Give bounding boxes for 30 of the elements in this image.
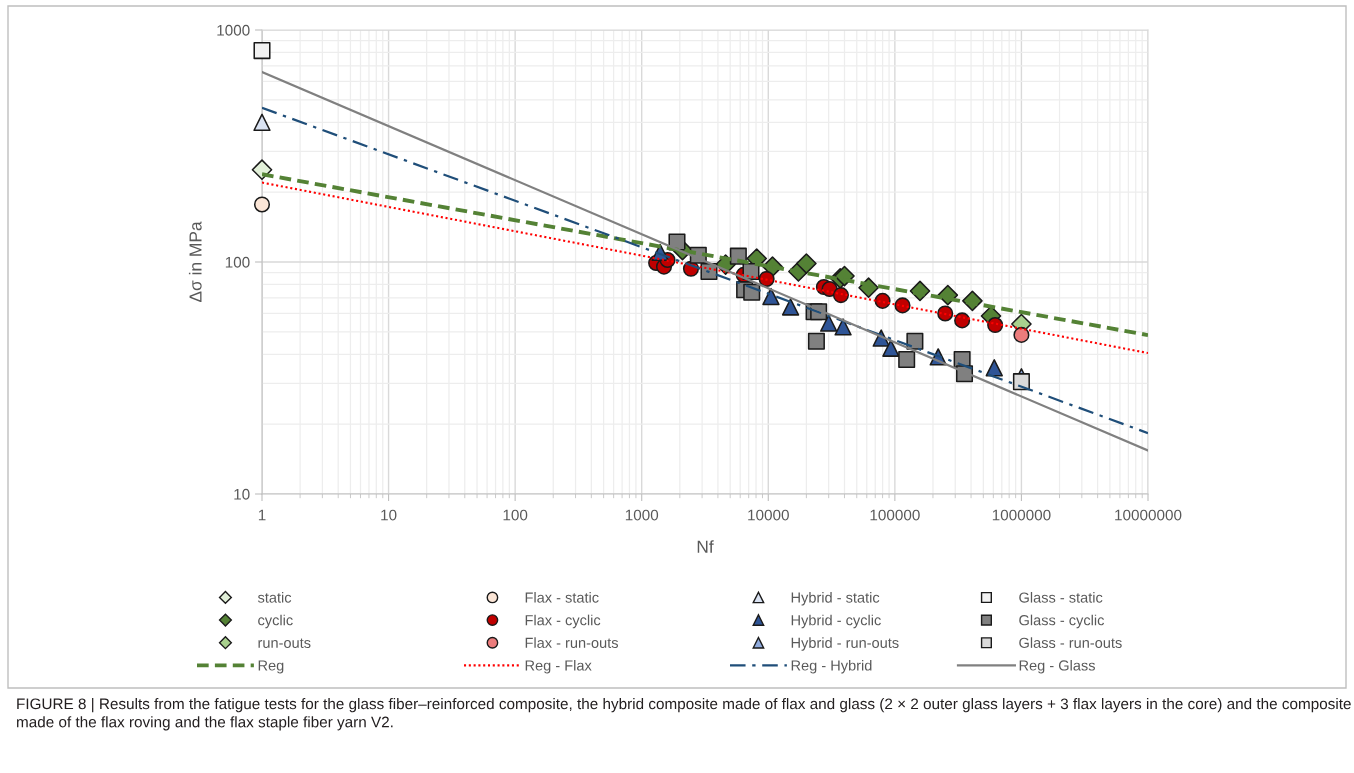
legend-label: Flax - cyclic (525, 614, 601, 629)
legend-label: Reg - Flax (525, 659, 592, 674)
legend-label: Glass - run-outs (1019, 637, 1122, 648)
legend-label: Flax - static (525, 592, 599, 603)
x-tick-label: 1 (258, 509, 266, 521)
x-tick-label: 10000000 (1115, 509, 1182, 521)
x-tick-label: 100000 (870, 509, 920, 521)
legend-label: static (257, 592, 292, 603)
legend-label: Glass - cyclic (1019, 614, 1105, 629)
x-tick-label: 1000 (625, 509, 659, 521)
legend-label: Hybrid - static (791, 592, 880, 606)
y-tick-label: 100 (225, 256, 250, 268)
legend-label: Hybrid - run-outs (791, 637, 899, 651)
x-tick-label: 100 (503, 509, 528, 521)
x-tick-label: 10000 (748, 509, 789, 521)
legend-label: cyclic (258, 614, 293, 629)
y-tick-label: 1000 (217, 24, 250, 36)
x-tick-label: 10 (381, 509, 397, 521)
legend-label: run-outs (258, 638, 311, 648)
caption: FIGURE 8 | Results from the fatigue tests for the glass fiber–reinforced composite, the hybrid composite made of flax and glass (2 × 2 outer glass layers + 3 flax layers in the core) and the composite made of the flax roving and the flax staple fiber yarn V2. (17, 698, 1351, 731)
x-tick-label: 1000000 (992, 509, 1051, 521)
x-axis-title: Nf (697, 540, 714, 553)
legend-label: Glass - static (1019, 592, 1103, 603)
y-axis-title: Δσ in MPa (188, 221, 202, 303)
legend-label: Reg - Glass (1019, 659, 1095, 674)
legend-label: Hybrid - cyclic (791, 614, 881, 629)
legend-label: Reg - Hybrid (791, 659, 872, 674)
legend-label: Reg (258, 660, 284, 674)
legend-label: Flax - run-outs (525, 637, 618, 648)
y-tick-label: 10 (234, 488, 250, 500)
